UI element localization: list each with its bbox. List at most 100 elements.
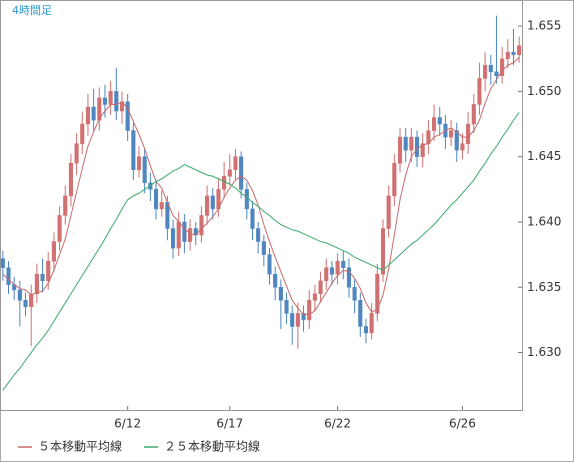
ma-line — [2, 57, 520, 316]
candle-body — [307, 300, 312, 321]
candle-body — [205, 195, 210, 216]
candle-body — [114, 91, 119, 112]
y-tick-label: 1.645 — [527, 149, 561, 163]
candle-body — [437, 117, 442, 125]
candle-body — [301, 313, 306, 321]
candle-body — [153, 189, 159, 210]
candle-body — [102, 97, 108, 105]
candle-body — [454, 130, 459, 151]
candle-body — [375, 273, 380, 314]
candle-body — [494, 71, 499, 76]
candle-body — [176, 221, 181, 249]
candle-body — [188, 228, 193, 242]
plot-area — [0, 0, 523, 411]
candle-body — [222, 176, 227, 190]
candle-body — [318, 280, 323, 295]
candle-body — [57, 215, 62, 242]
x-tick-label: 6/12 — [114, 417, 141, 431]
candle-body — [403, 136, 408, 151]
candle-body — [312, 293, 317, 301]
candle-body — [329, 267, 334, 275]
candle-body — [369, 313, 374, 334]
candle-body — [488, 65, 493, 73]
candle-body — [392, 162, 397, 197]
candle-body — [335, 260, 340, 275]
candle-body — [449, 130, 454, 138]
candle-body — [500, 58, 505, 76]
candle-body — [17, 289, 22, 301]
candle-body — [91, 106, 96, 121]
candle-body — [505, 51, 510, 60]
candle-body — [68, 162, 73, 197]
candle-body — [250, 208, 255, 229]
y-tick-label: 1.655 — [527, 19, 561, 33]
candle-body — [46, 260, 51, 281]
candle-body — [159, 202, 164, 210]
candle-body — [40, 273, 45, 281]
candle-body — [23, 300, 28, 308]
candle-body — [233, 156, 238, 170]
candle-body — [171, 228, 176, 249]
ma-line — [2, 111, 520, 391]
y-tick-label: 1.635 — [527, 280, 561, 294]
candle-body — [341, 260, 346, 268]
candle-body — [397, 136, 403, 164]
candle-body — [256, 228, 261, 242]
legend-label: ５本移動平均線 — [38, 439, 122, 454]
candle-body — [477, 78, 482, 105]
y-tick-label: 1.640 — [527, 214, 561, 228]
y-tick-label: 1.630 — [527, 345, 561, 359]
candle-body — [324, 267, 329, 281]
candle-body — [278, 287, 283, 301]
candle-body — [261, 241, 266, 255]
candle-body — [511, 51, 516, 56]
candle-body — [182, 221, 187, 242]
x-tick-label: 6/26 — [449, 417, 476, 431]
candle-body — [380, 228, 386, 275]
candle-body — [63, 195, 68, 216]
candle-body — [97, 97, 102, 121]
candle-body — [466, 123, 471, 144]
candle-body — [273, 273, 278, 288]
candle-body — [6, 267, 11, 285]
candle-body — [0, 258, 5, 268]
candle-body — [108, 91, 113, 105]
candle-body — [290, 313, 295, 327]
candle-body — [363, 326, 369, 334]
x-tick-label: 6/17 — [216, 417, 243, 431]
candle-body — [125, 101, 130, 131]
candle-body — [471, 104, 476, 125]
candle-body — [85, 106, 90, 125]
candle-body — [295, 313, 300, 327]
candle-body — [409, 136, 414, 151]
x-tick-label: 6/22 — [324, 417, 351, 431]
candle-body — [131, 130, 136, 170]
candle-body — [432, 117, 437, 131]
candle-body — [136, 156, 142, 170]
candle-body — [386, 195, 391, 229]
y-tick-label: 1.650 — [527, 84, 561, 98]
candle-body — [267, 254, 272, 275]
candle-body — [29, 293, 34, 308]
chart-title: 4時間足 — [12, 4, 52, 17]
candle-body — [352, 287, 357, 301]
candle-body — [142, 156, 147, 184]
candle-body — [210, 195, 215, 210]
candle-body — [414, 136, 420, 157]
candle-body — [80, 123, 85, 144]
candle-body — [239, 156, 244, 190]
candle-body — [460, 143, 465, 151]
candle-body — [74, 143, 79, 164]
candle-body — [346, 267, 351, 288]
candle-body — [517, 45, 522, 56]
candle-body — [420, 143, 425, 157]
candle-body — [284, 300, 289, 314]
candle-body — [244, 189, 249, 210]
candle-body — [199, 215, 204, 236]
candle-body — [34, 273, 39, 295]
candle-body — [227, 169, 232, 177]
candle-body — [51, 241, 56, 262]
candle-body — [483, 65, 488, 79]
legend-label: ２５本移動平均線 — [164, 439, 260, 454]
